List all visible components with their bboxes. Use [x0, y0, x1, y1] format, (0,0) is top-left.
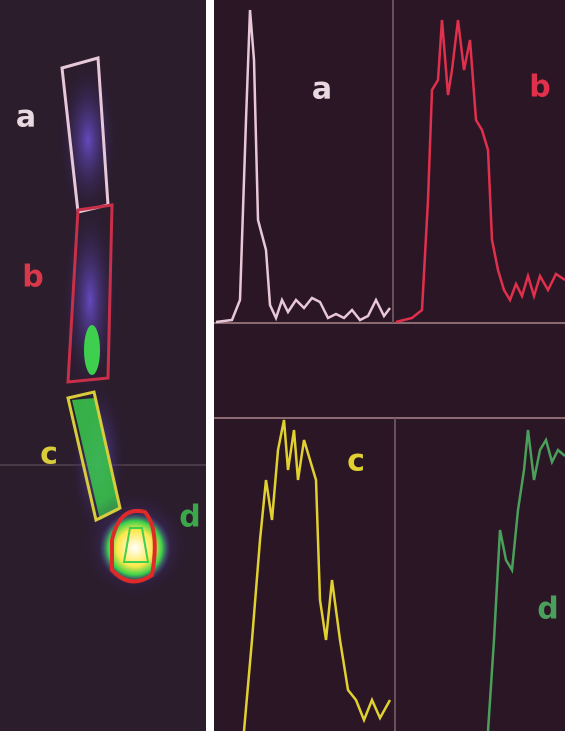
- profile-label: d: [537, 592, 558, 627]
- head: [99, 512, 171, 584]
- region-label: a: [16, 100, 36, 135]
- tail-core: [84, 325, 100, 375]
- profile-label: c: [347, 444, 365, 479]
- page: a b c d a b c d (() => { const data = JS…: [0, 0, 565, 731]
- comet-panel: a b c d: [0, 0, 206, 731]
- region-label: c: [40, 437, 58, 472]
- region-label: b: [22, 260, 43, 295]
- figure: a b c d a b c d: [0, 0, 565, 731]
- panel-bg: [214, 0, 565, 731]
- profile-label: b: [529, 70, 550, 105]
- tail-glow: [58, 60, 118, 220]
- region-label: d: [179, 500, 200, 535]
- profile-panel: a b c d: [214, 0, 565, 731]
- profile-label: a: [312, 72, 332, 107]
